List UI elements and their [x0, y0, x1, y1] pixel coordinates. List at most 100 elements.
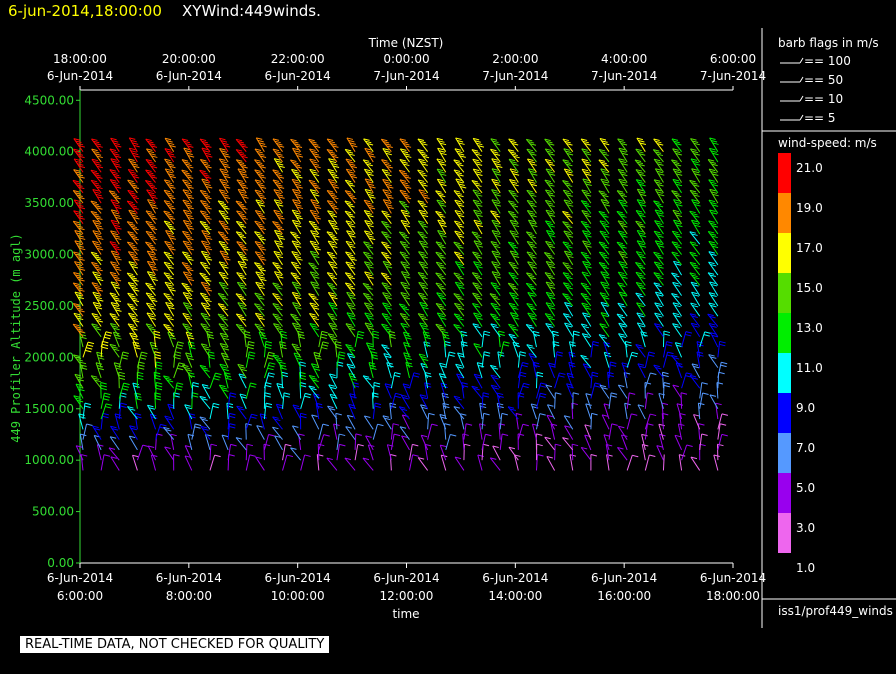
wind-barb-flag — [254, 241, 262, 244]
wind-barb-flag — [149, 328, 156, 331]
wind-barb-flag — [104, 334, 112, 337]
wind-barb-flag — [418, 292, 425, 295]
wind-barb-flag — [335, 343, 342, 347]
wind-barb-flag — [402, 273, 409, 277]
wind-barb-flag — [507, 406, 515, 409]
wind-barb-flag — [100, 384, 107, 388]
wind-barb-flag — [167, 152, 175, 156]
wind-barb-flag — [313, 255, 320, 259]
wind-barb-flag — [147, 161, 154, 164]
wind-barb-shaft — [616, 190, 628, 204]
wind-barb-flag — [400, 322, 407, 326]
wind-barb-shaft — [163, 261, 175, 276]
wind-barb-shaft — [333, 423, 338, 440]
wind-barb-flag — [184, 243, 191, 246]
wind-barb-shaft — [184, 455, 193, 471]
wind-barb-flag — [127, 179, 134, 183]
wind-barb-flag — [364, 312, 371, 315]
wind-barb-flag — [473, 151, 480, 154]
wind-barb-shaft — [708, 220, 719, 235]
barb-sample-label: == 100 — [804, 54, 851, 68]
wind-barb-shaft — [318, 331, 323, 348]
wind-barb-flag — [544, 138, 551, 142]
wind-barb-shaft — [291, 292, 302, 307]
wind-barb-flag — [508, 149, 515, 152]
wind-barb-flag — [709, 274, 716, 277]
wind-barb-flag — [581, 158, 588, 162]
wind-barb-flag — [454, 302, 461, 306]
wind-barb-flag — [93, 243, 101, 246]
wind-barb-shaft — [563, 230, 574, 245]
wind-barb-flag — [313, 204, 320, 207]
wind-barb-flag — [372, 333, 379, 336]
wind-barb-flag — [546, 291, 553, 295]
wind-barb-flag — [131, 173, 138, 177]
wind-barb-flag — [112, 252, 119, 256]
wind-barb-shaft — [73, 395, 84, 410]
wind-barb-flag — [294, 348, 302, 351]
wind-barb-flag — [603, 142, 610, 146]
wind-barb-flag — [372, 336, 380, 339]
wind-barb-flag — [151, 155, 158, 158]
wind-barb-flag — [384, 235, 392, 239]
wind-barb-shaft — [326, 190, 338, 204]
wind-barb-flag — [552, 330, 559, 334]
wind-barb-flag — [549, 265, 556, 269]
wind-barb-flag — [710, 253, 717, 256]
wind-barb-flag — [584, 225, 591, 228]
wind-barb-flag — [308, 138, 315, 142]
wind-barb-flag — [583, 242, 591, 246]
wind-barb-flag — [308, 385, 315, 388]
wind-barb-flag — [221, 318, 228, 321]
wind-barb-flag — [77, 204, 84, 207]
wind-barb-flag — [635, 169, 643, 172]
wind-barb-flag — [345, 272, 352, 275]
wind-barb-flag — [237, 151, 245, 154]
wind-barb-flag — [419, 181, 426, 185]
wind-barb-flag — [328, 158, 335, 161]
wind-barb-shaft — [679, 413, 683, 430]
wind-barb-flag — [185, 256, 192, 259]
wind-barb-flag — [222, 183, 229, 187]
wind-barb-flag — [402, 235, 410, 239]
wind-barb-flag — [511, 253, 518, 256]
wind-barb-flag — [299, 377, 307, 380]
wind-barb-shaft — [145, 231, 156, 245]
wind-barb-flag — [346, 137, 354, 140]
wind-barb-flag — [156, 361, 163, 364]
wind-barb-flag — [639, 255, 646, 259]
wind-barb-shaft — [263, 341, 267, 358]
wind-barb-shaft — [311, 414, 320, 430]
wind-barb-flag — [636, 302, 643, 305]
wind-barb-flag — [128, 261, 135, 264]
wind-barb-flag — [335, 346, 342, 350]
wind-barb-shaft — [72, 323, 84, 338]
wind-barb-flag — [418, 261, 425, 264]
wind-barb-shaft — [132, 383, 138, 399]
wind-barb-shaft — [417, 179, 429, 194]
wind-barb-shaft — [184, 445, 193, 461]
wind-barb-flag — [131, 235, 138, 239]
wind-barb-flag — [201, 294, 209, 298]
wind-barb-shaft — [442, 403, 447, 420]
wind-barb-flag — [402, 383, 410, 386]
wind-barb-flag — [675, 153, 682, 156]
wind-barb-flag — [130, 225, 137, 229]
wind-barb-flag — [260, 258, 267, 261]
wind-barb-shaft — [164, 415, 175, 430]
wind-barb-shaft — [690, 322, 701, 338]
wind-barb-shaft — [490, 384, 501, 399]
wind-barb-flag — [619, 284, 626, 288]
wind-barb-shaft — [462, 433, 465, 450]
wind-barb-flag — [149, 143, 156, 146]
wind-barb-flag — [335, 340, 342, 344]
wind-barb-flag — [275, 225, 283, 228]
wind-barb-flag — [673, 274, 680, 278]
wind-barb-flag — [564, 192, 572, 195]
wind-barb-flag — [545, 148, 552, 151]
wind-barb-flag — [404, 145, 412, 148]
wind-barb-flag — [545, 158, 552, 162]
wind-barb-flag — [474, 140, 481, 143]
wind-barb-flag — [204, 317, 211, 321]
wind-barb-flag — [91, 251, 98, 255]
